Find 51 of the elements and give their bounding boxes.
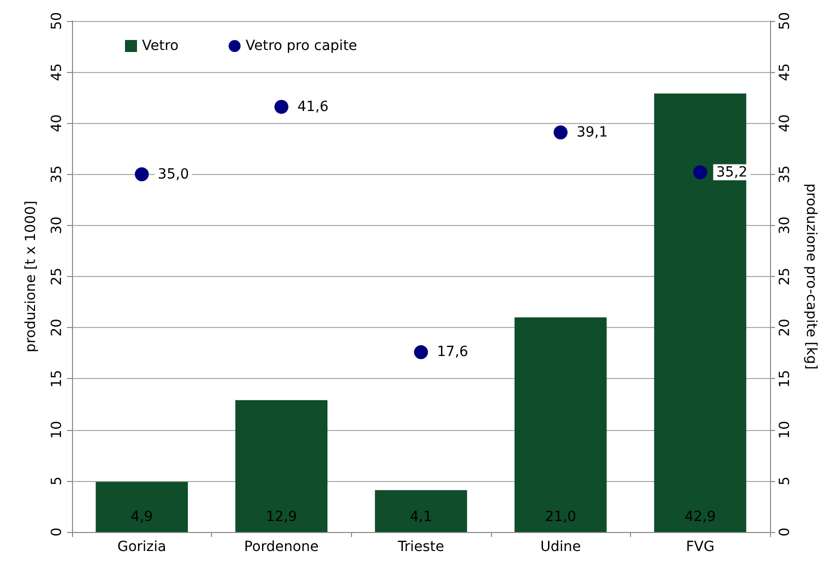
bar xyxy=(514,317,607,532)
y-tick-label: 5 xyxy=(49,476,65,486)
x-tick-label: Pordenone xyxy=(244,539,319,555)
y2-tick-label: 10 xyxy=(777,420,793,439)
y-tick-label: 25 xyxy=(49,268,65,286)
point xyxy=(693,165,708,180)
legend-label: Vetro pro capite xyxy=(246,38,358,54)
data-label: 42,9 xyxy=(684,509,716,525)
y2-tick-label: 20 xyxy=(777,318,793,337)
bar xyxy=(235,400,328,532)
point xyxy=(554,125,568,140)
y-tick-label: 45 xyxy=(49,63,65,82)
data-label: 17,6 xyxy=(437,344,468,360)
data-label: 21,0 xyxy=(545,509,576,525)
y-tick-label: 15 xyxy=(49,370,65,388)
y2-axis-title: produzione pro-capite [kg] xyxy=(803,183,819,370)
x-tick-label: FVG xyxy=(686,539,714,555)
y2-tick-label: 0 xyxy=(777,528,793,536)
x-tick-label: Trieste xyxy=(396,539,444,555)
data-label: 41,6 xyxy=(297,98,329,115)
y2-tick-label: 35 xyxy=(777,165,793,184)
data-label: 4,1 xyxy=(410,509,432,525)
bar xyxy=(654,94,746,532)
y-tick-label: 20 xyxy=(49,318,65,337)
y2-tick-label: 40 xyxy=(777,114,793,132)
data-label: 4,9 xyxy=(130,509,153,525)
point xyxy=(274,100,288,114)
y-tick-label: 50 xyxy=(49,12,65,30)
legend-label: Vetro xyxy=(142,38,179,54)
x-tick-label: Udine xyxy=(540,539,581,555)
point xyxy=(414,345,428,360)
y2-tick-label: 30 xyxy=(777,216,793,234)
y-tick-label: 0 xyxy=(49,528,65,536)
data-label: 39,1 xyxy=(576,124,608,140)
point xyxy=(134,167,149,182)
y2-tick-label: 15 xyxy=(777,370,793,388)
data-label: 35,2 xyxy=(716,164,748,180)
data-label: 35,0 xyxy=(158,166,189,182)
y-tick-label: 30 xyxy=(49,216,65,234)
y2-tick-label: 5 xyxy=(777,476,793,486)
bar xyxy=(374,490,468,532)
y2-tick-label: 50 xyxy=(777,12,793,30)
bar xyxy=(96,482,188,532)
y-tick-label: 35 xyxy=(49,165,65,184)
y2-tick-label: 25 xyxy=(777,268,793,286)
y-tick-label: 40 xyxy=(49,114,65,132)
y2-tick-label: 45 xyxy=(777,63,793,82)
x-tick-label: Gorizia xyxy=(117,539,166,555)
y-axis-title: produzione [t x 1000] xyxy=(23,200,39,352)
data-label: 12,9 xyxy=(266,509,297,525)
y-tick-label: 10 xyxy=(49,420,65,439)
